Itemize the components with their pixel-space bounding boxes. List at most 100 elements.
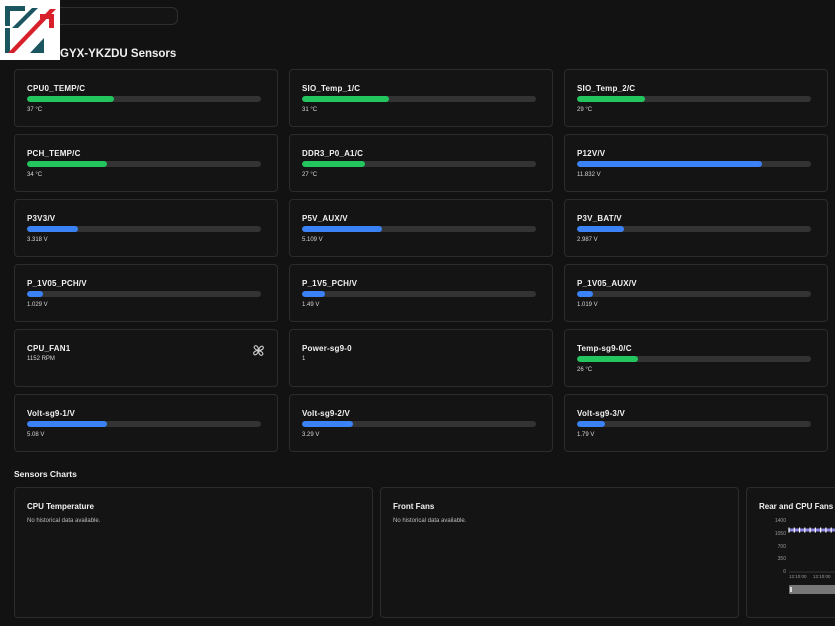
sensor-card-p3v-bat-v: P3V_BAT/V 2.987 V (564, 199, 828, 257)
data-point (793, 527, 795, 533)
sensor-card-power-sg9-0: Power-sg9-0 1 (289, 329, 553, 387)
sensor-card-cpu0-temp-c: CPU0_TEMP/C 37 °C (14, 69, 278, 127)
sensor-value: 1152 RPM (27, 356, 55, 362)
data-point (798, 527, 801, 533)
empty-chart-message: No historical data available. (393, 518, 467, 524)
sensor-level-bar (577, 226, 811, 232)
chart-card-front-fans: Front Fans No historical data available. (380, 487, 739, 618)
sensor-level-bar (27, 96, 261, 102)
sensor-name: P_1V05_AUX/V (577, 279, 637, 288)
y-tick-label: 0 (783, 569, 786, 575)
empty-chart-message: No historical data available. (27, 518, 101, 524)
sensor-level-bar (27, 291, 261, 297)
sensor-name: SIO_Temp_1/C (302, 84, 361, 93)
sensor-level-fill (302, 226, 382, 232)
sensor-value: 2.987 V (577, 237, 598, 243)
sensor-level-bar (577, 356, 811, 362)
search-input[interactable] (40, 7, 178, 25)
sensor-name: P3V_BAT/V (577, 214, 622, 223)
sensor-grid: CPU0_TEMP/C 37 °C SIO_Temp_1/C 31 °C SIO_Tem… (14, 69, 828, 452)
sensor-card-p-1v05-pch-v: P_1V05_PCH/V 1.029 V (14, 264, 278, 322)
sensor-level-fill (27, 226, 79, 232)
chart-title: Rear and CPU Fans (759, 502, 834, 511)
sensor-card-sio-temp-1-c: SIO_Temp_1/C 31 °C (289, 69, 553, 127)
sensor-name: Power-sg9-0 (302, 344, 352, 353)
sensor-value: 27 °C (302, 172, 318, 178)
sensor-level-fill (302, 421, 354, 427)
rear-and-cpu-fans-chart: 1400 1050 700 350 0 12:10:00 12:10:00 (747, 488, 835, 619)
fan-icon (251, 343, 266, 358)
sensor-card-cpu-fan1: CPU_FAN1 1152 RPM (14, 329, 278, 387)
sensor-value: 34 °C (27, 172, 43, 178)
sensor-level-bar (27, 226, 261, 232)
sensor-level-bar (302, 96, 536, 102)
y-tick-label: 1050 (774, 530, 786, 537)
x-tick-label: 12:10:00 (789, 574, 807, 579)
sensor-level-fill (302, 161, 366, 167)
page-title: GYX-YKZDU Sensors (60, 48, 177, 60)
sensor-level-bar (577, 421, 811, 427)
sensor-card-p5v-aux-v: P5V_AUX/V 5.109 V (289, 199, 553, 257)
sensor-card-sio-temp-2-c: SIO_Temp_2/C 29 °C (564, 69, 828, 127)
slider-handle[interactable] (790, 587, 792, 592)
chart-title: CPU Temperature (27, 502, 94, 511)
sensor-value: 11.832 V (577, 172, 601, 178)
sensor-level-bar (302, 291, 536, 297)
sensor-value: 37 °C (27, 107, 43, 113)
sensor-name: P5V_AUX/V (302, 214, 348, 223)
data-point (804, 527, 806, 533)
sensor-name: Volt-sg9-3/V (577, 409, 626, 418)
sensor-level-fill (27, 291, 44, 297)
sensor-name: P3V3/V (27, 214, 56, 223)
sensor-level-fill (302, 96, 389, 102)
sensor-level-fill (577, 96, 645, 102)
sensor-level-bar (27, 421, 261, 427)
sensor-card-volt-sg9-1-v: Volt-sg9-1/V 5.08 V (14, 394, 278, 452)
sensor-level-fill (577, 226, 624, 232)
sensor-value: 1 (302, 356, 306, 362)
sensor-card-volt-sg9-2-v: Volt-sg9-2/V 3.29 V (289, 394, 553, 452)
sensor-level-fill (577, 161, 762, 167)
sensor-value: 3.318 V (27, 237, 48, 243)
sensor-name: P_1V05_PCH/V (27, 279, 87, 288)
sensor-card-ddr3-p0-a1-c: DDR3_P0_A1/C 27 °C (289, 134, 553, 192)
sensor-name: SIO_Temp_2/C (577, 84, 636, 93)
sensor-value: 1.019 V (577, 302, 598, 308)
data-point (809, 527, 811, 533)
sensor-value: 31 °C (302, 107, 318, 113)
sensor-card-p-1v05-aux-v: P_1V05_AUX/V 1.019 V (564, 264, 828, 322)
sensor-name: Volt-sg9-2/V (302, 409, 351, 418)
y-tick-label: 350 (777, 556, 786, 563)
sensor-card-pch-temp-c: PCH_TEMP/C 34 °C (14, 134, 278, 192)
data-point (814, 527, 816, 533)
sensor-level-bar (577, 96, 811, 102)
time-range-slider[interactable] (789, 585, 835, 594)
sensor-level-bar (302, 226, 536, 232)
app-logo (0, 0, 60, 60)
sensor-value: 3.29 V (302, 432, 320, 438)
sensor-level-fill (27, 421, 107, 427)
sensor-name: PCH_TEMP/C (27, 149, 81, 158)
chart-card-rear-and-cpu-fans: Rear and CPU Fans 1400 1050 700 350 0 12:10:0… (746, 487, 835, 618)
y-tick-label: 1400 (774, 518, 786, 524)
sensor-name: Volt-sg9-1/V (27, 409, 76, 418)
sensor-level-bar (577, 291, 811, 297)
data-point (830, 527, 832, 533)
sensor-card-temp-sg9-0-c: Temp-sg9-0/C 26 °C (564, 329, 828, 387)
sensor-value: 5.08 V (27, 432, 45, 438)
sensor-card-p3v3-v: P3V3/V 3.318 V (14, 199, 278, 257)
sensor-name: P12V/V (577, 149, 606, 158)
fan-chart-plot (788, 527, 835, 573)
sensor-level-fill (27, 161, 107, 167)
logo-icon (0, 0, 60, 60)
sensor-name: P_1V5_PCH/V (302, 279, 358, 288)
sensor-name: DDR3_P0_A1/C (302, 149, 364, 158)
sensor-value: 1.79 V (577, 432, 595, 438)
sensor-value: 1.029 V (27, 302, 48, 308)
sensor-card-p-1v5-pch-v: P_1V5_PCH/V 1.49 V (289, 264, 553, 322)
sensor-level-bar (577, 161, 811, 167)
sensor-level-fill (302, 291, 326, 297)
data-point (825, 527, 827, 533)
sensor-name: CPU_FAN1 (27, 344, 71, 353)
sensor-level-bar (27, 161, 261, 167)
